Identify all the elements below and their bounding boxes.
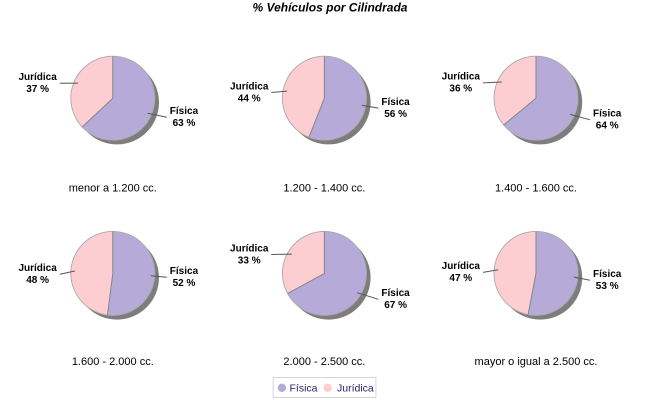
svg-text:63 %: 63 % [173,118,196,129]
svg-text:44 %: 44 % [238,93,261,104]
svg-text:Jurídica: Jurídica [337,383,374,395]
svg-text:53 %: 53 % [596,281,619,292]
svg-text:menor a 1.200 cc.: menor a 1.200 cc. [69,183,157,195]
svg-text:52 %: 52 % [173,278,196,289]
svg-text:Jurídica: Jurídica [18,72,57,83]
svg-text:1.200 - 1.400 cc.: 1.200 - 1.400 cc. [283,183,365,195]
svg-text:Jurídica: Jurídica [230,81,269,92]
svg-text:47 %: 47 % [449,273,472,284]
svg-text:1.600 - 2.000 cc.: 1.600 - 2.000 cc. [72,356,154,368]
svg-text:Física: Física [593,109,622,120]
svg-text:64 %: 64 % [596,121,619,132]
svg-text:Jurídica: Jurídica [442,261,481,272]
svg-text:Física: Física [290,383,318,395]
svg-text:Jurídica: Jurídica [230,243,269,254]
svg-text:2.000 - 2.500 cc.: 2.000 - 2.500 cc. [283,356,365,368]
svg-text:37 %: 37 % [26,84,49,95]
svg-text:mayor o igual a 2.500 cc.: mayor o igual a 2.500 cc. [475,356,598,368]
svg-text:Física: Física [170,106,199,117]
svg-text:Física: Física [170,266,199,277]
svg-text:36 %: 36 % [449,84,472,95]
svg-text:Física: Física [381,97,410,108]
svg-text:Jurídica: Jurídica [442,72,481,83]
svg-text:% Vehículos por Cilindrada: % Vehículos por Cilindrada [253,0,408,14]
svg-text:Jurídica: Jurídica [18,263,57,274]
svg-text:Física: Física [381,288,410,299]
svg-text:1.400 - 1.600 cc.: 1.400 - 1.600 cc. [495,183,577,195]
svg-text:33 %: 33 % [238,255,261,266]
svg-text:Física: Física [593,269,622,280]
svg-text:48 %: 48 % [26,275,49,286]
svg-text:56 %: 56 % [384,109,407,120]
svg-text:67 %: 67 % [384,300,407,311]
